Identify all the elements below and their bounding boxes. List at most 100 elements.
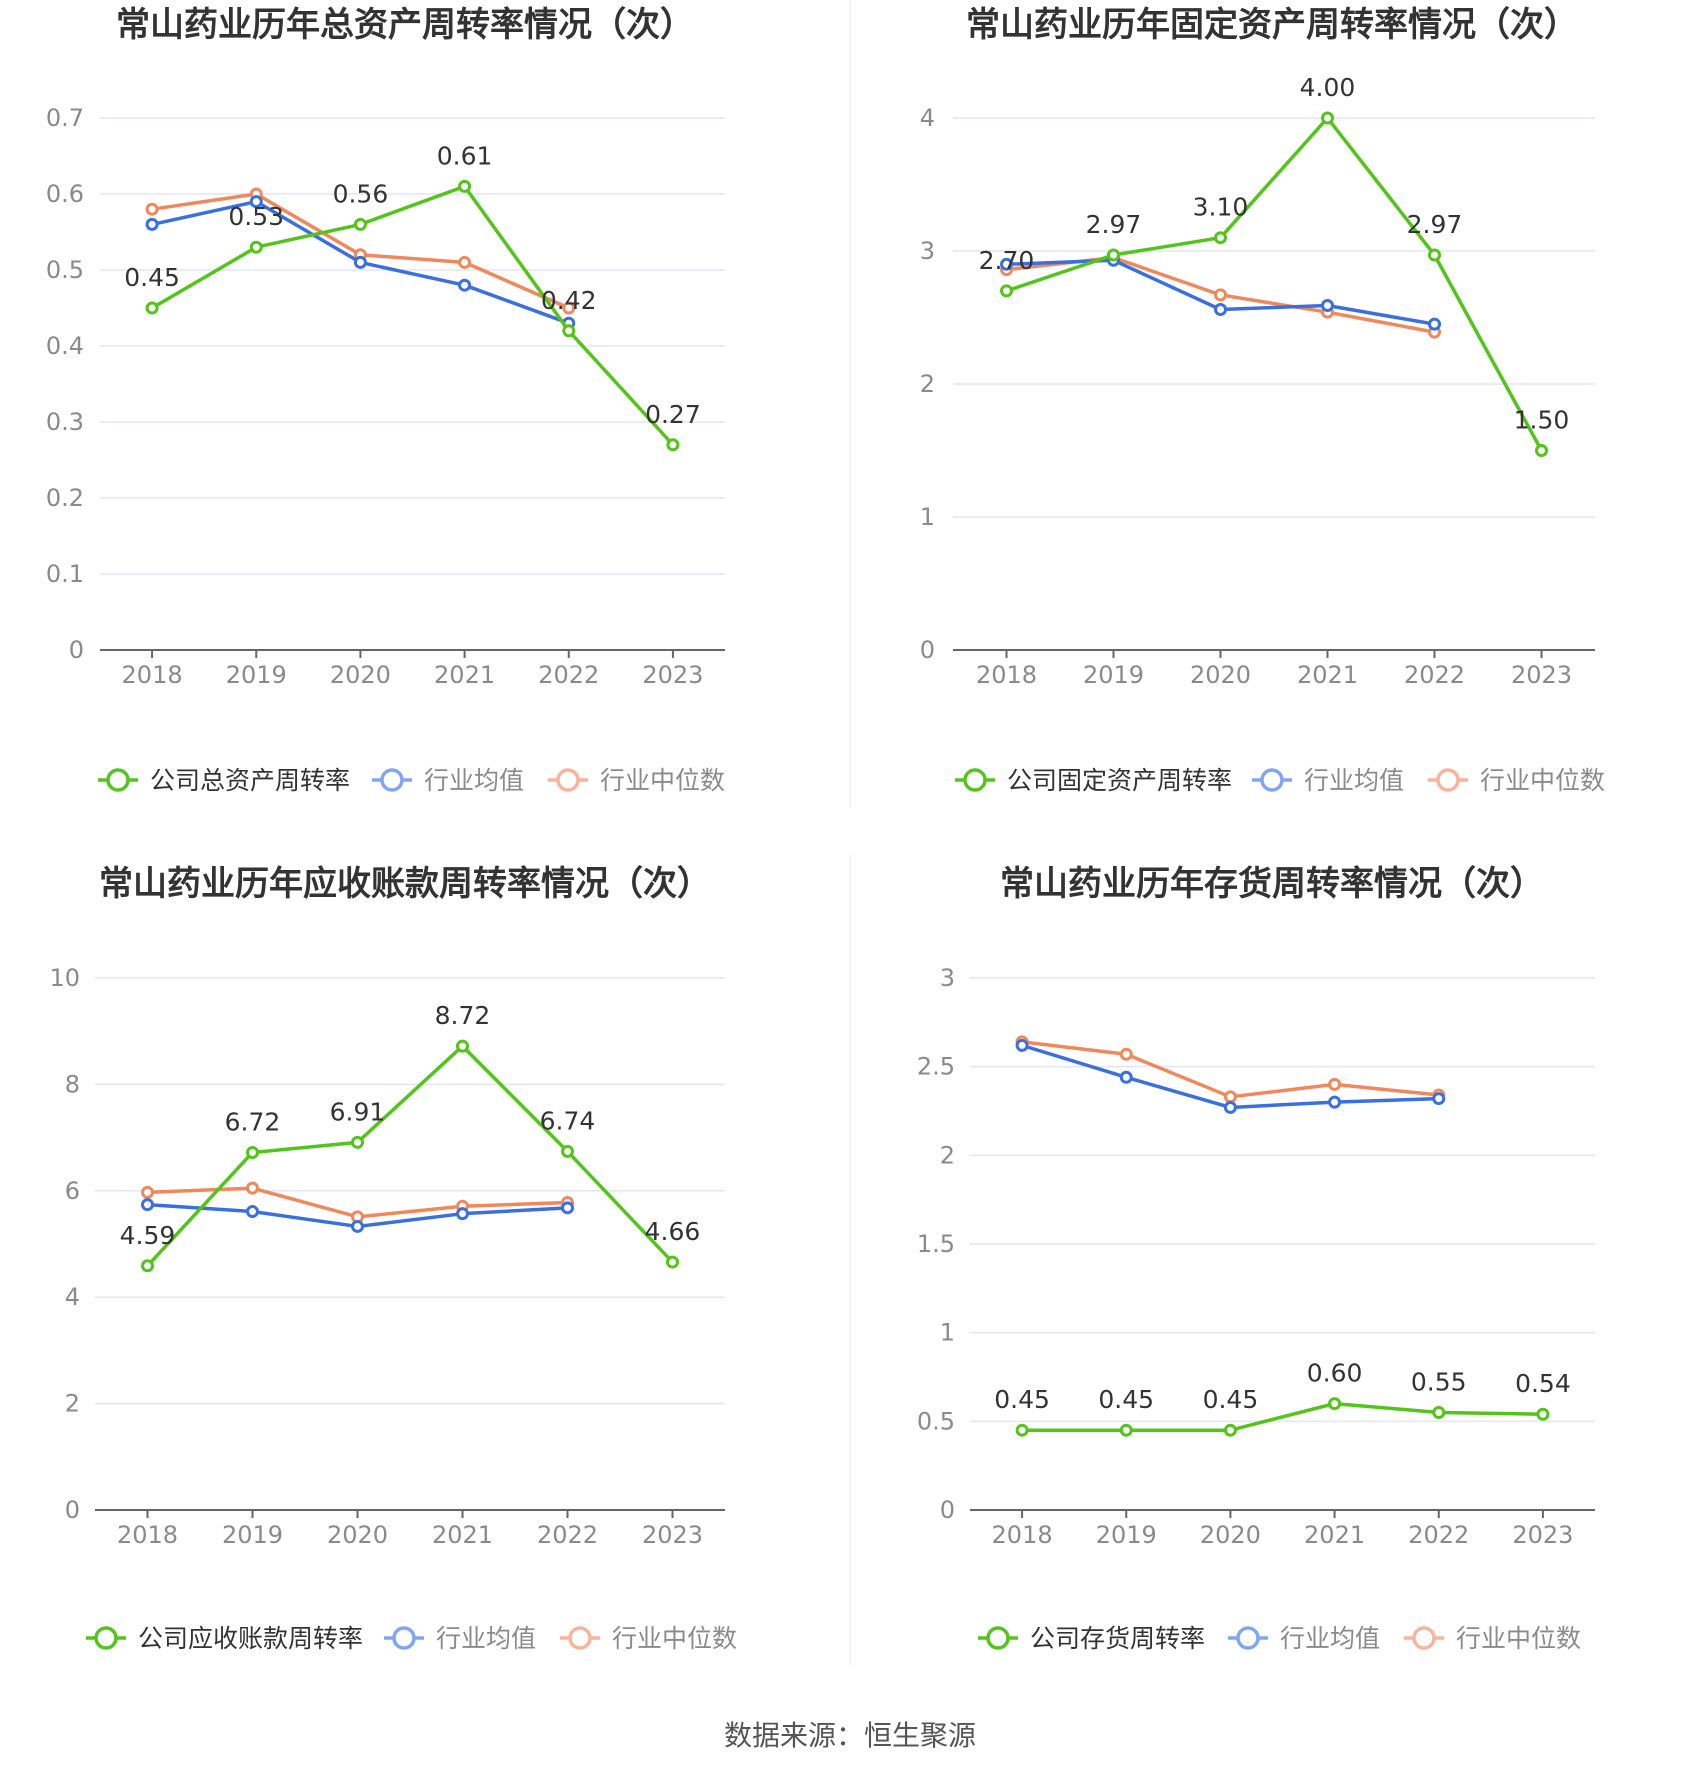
data-point-industry-avg[interactable] — [1015, 1038, 1029, 1052]
legend-marker — [392, 1626, 416, 1650]
y-tick-label: 1 — [920, 503, 935, 531]
y-tick-label: 0.6 — [46, 180, 84, 208]
data-label: 0.45 — [994, 1385, 1050, 1414]
data-point-company[interactable] — [1535, 444, 1548, 457]
data-point-industry-avg[interactable] — [1000, 257, 1013, 271]
data-point-company[interactable] — [141, 1259, 154, 1273]
legend-item-company[interactable]: 公司存货周转率 — [978, 1624, 1205, 1653]
data-point-industry-avg[interactable] — [1328, 1095, 1342, 1109]
data-label: 6.91 — [330, 1097, 386, 1126]
x-tick-label: 2019 — [1083, 661, 1144, 689]
data-label: 1.50 — [1514, 406, 1570, 435]
data-point-industry-median[interactable] — [1214, 288, 1227, 302]
data-point-company[interactable] — [1321, 111, 1334, 125]
data-point-industry-median[interactable] — [141, 1185, 154, 1199]
x-tick-label: 2023 — [642, 1521, 703, 1549]
data-point-company[interactable] — [246, 1145, 259, 1159]
data-point-company[interactable] — [666, 1255, 679, 1269]
data-point-company[interactable] — [1107, 248, 1120, 262]
data-point-company[interactable] — [145, 301, 159, 315]
data-point-company[interactable] — [1428, 248, 1441, 262]
y-tick-label: 1 — [940, 1319, 955, 1347]
legend-marker — [1412, 1626, 1436, 1650]
data-point-industry-avg[interactable] — [1119, 1070, 1133, 1084]
x-tick-label: 2022 — [1404, 661, 1465, 689]
data-point-company[interactable] — [1119, 1423, 1133, 1437]
data-point-industry-median[interactable] — [145, 202, 159, 216]
legend-item-industry-avg[interactable]: 行业均值 — [384, 1624, 536, 1653]
data-point-industry-avg[interactable] — [561, 1201, 574, 1215]
legend-item-company[interactable]: 公司总资产周转率 — [98, 766, 350, 795]
y-tick-label: 0 — [65, 1496, 80, 1524]
data-point-company[interactable] — [1015, 1423, 1029, 1437]
legend-marker — [1236, 1626, 1260, 1650]
data-point-industry-avg[interactable] — [1321, 299, 1334, 313]
data-point-company[interactable] — [351, 1135, 364, 1149]
data-point-industry-avg[interactable] — [145, 217, 159, 231]
data-point-industry-avg[interactable] — [141, 1198, 154, 1212]
series-line-industry-median — [1021, 1040, 1439, 1099]
legend-item-company[interactable]: 公司应收账款周转率 — [86, 1624, 363, 1653]
data-label: 0.60 — [1307, 1359, 1363, 1388]
data-point-company[interactable] — [249, 240, 263, 254]
data-point-company[interactable] — [666, 438, 680, 452]
data-point-industry-avg[interactable] — [1428, 317, 1441, 331]
data-point-company[interactable] — [561, 1144, 574, 1158]
data-point-industry-avg[interactable] — [456, 1207, 469, 1221]
data-point-industry-avg[interactable] — [353, 255, 367, 269]
x-tick-label: 2020 — [327, 1521, 388, 1549]
data-point-industry-avg[interactable] — [1214, 303, 1227, 317]
data-point-company[interactable] — [1328, 1397, 1342, 1411]
data-point-industry-avg[interactable] — [1223, 1100, 1237, 1114]
legend-marker — [986, 1626, 1010, 1650]
y-tick-label: 0.7 — [46, 104, 84, 132]
data-point-company[interactable] — [1223, 1423, 1237, 1437]
data-point-company[interactable] — [353, 217, 367, 231]
legend-item-industry-avg[interactable]: 行业均值 — [1252, 766, 1404, 795]
y-tick-label: 2 — [920, 370, 935, 398]
data-label: 0.53 — [228, 202, 284, 231]
chart-title: 常山药业历年固定资产周转率情况（次） — [966, 5, 1578, 45]
y-tick-label: 0.1 — [46, 560, 84, 588]
legend-item-industry-avg[interactable]: 行业均值 — [1228, 1624, 1380, 1653]
data-point-company[interactable] — [1214, 231, 1227, 245]
x-tick-label: 2021 — [1297, 661, 1358, 689]
data-point-industry-median[interactable] — [246, 1181, 259, 1195]
data-point-industry-median[interactable] — [1328, 1077, 1342, 1091]
y-tick-label: 0.5 — [917, 1407, 955, 1435]
data-point-company[interactable] — [456, 1039, 469, 1053]
data-source-footer: 数据来源：恒生聚源 — [724, 1719, 976, 1752]
data-point-company[interactable] — [458, 179, 472, 193]
data-point-company[interactable] — [1432, 1405, 1446, 1419]
chart-title: 常山药业历年存货周转率情况（次） — [1000, 864, 1544, 904]
legend-marker — [1436, 768, 1460, 792]
data-point-industry-median[interactable] — [1223, 1090, 1237, 1104]
data-point-industry-avg[interactable] — [351, 1219, 364, 1233]
data-label: 0.45 — [1203, 1385, 1259, 1414]
legend-item-industry-median[interactable]: 行业中位数 — [1428, 766, 1605, 795]
y-tick-label: 0.5 — [46, 256, 84, 284]
data-point-company[interactable] — [1000, 284, 1013, 298]
legend-marker — [556, 768, 580, 792]
data-point-company[interactable] — [1536, 1407, 1550, 1421]
legend-marker — [94, 1626, 118, 1650]
data-point-company[interactable] — [562, 324, 576, 338]
data-point-industry-avg[interactable] — [1432, 1092, 1446, 1106]
data-point-industry-avg[interactable] — [458, 278, 472, 292]
series-line-company — [1022, 1401, 1543, 1432]
legend-item-industry-median[interactable]: 行业中位数 — [1404, 1624, 1581, 1653]
data-point-industry-avg[interactable] — [246, 1205, 259, 1219]
legend-item-company[interactable]: 公司固定资产周转率 — [955, 766, 1232, 795]
legend-item-industry-median[interactable]: 行业中位数 — [548, 766, 725, 795]
data-point-industry-median[interactable] — [562, 301, 576, 315]
x-tick-label: 2023 — [642, 661, 703, 689]
data-point-industry-median[interactable] — [1119, 1047, 1133, 1061]
data-point-industry-avg[interactable] — [249, 195, 263, 209]
legend-label: 行业中位数 — [600, 766, 725, 795]
legend-item-industry-median[interactable]: 行业中位数 — [560, 1624, 737, 1653]
data-point-industry-median[interactable] — [458, 255, 472, 269]
x-tick-label: 2019 — [1096, 1521, 1157, 1549]
legend-item-industry-avg[interactable]: 行业均值 — [372, 766, 524, 795]
data-label: 3.10 — [1193, 193, 1249, 222]
legend-label: 公司固定资产周转率 — [1007, 766, 1232, 795]
